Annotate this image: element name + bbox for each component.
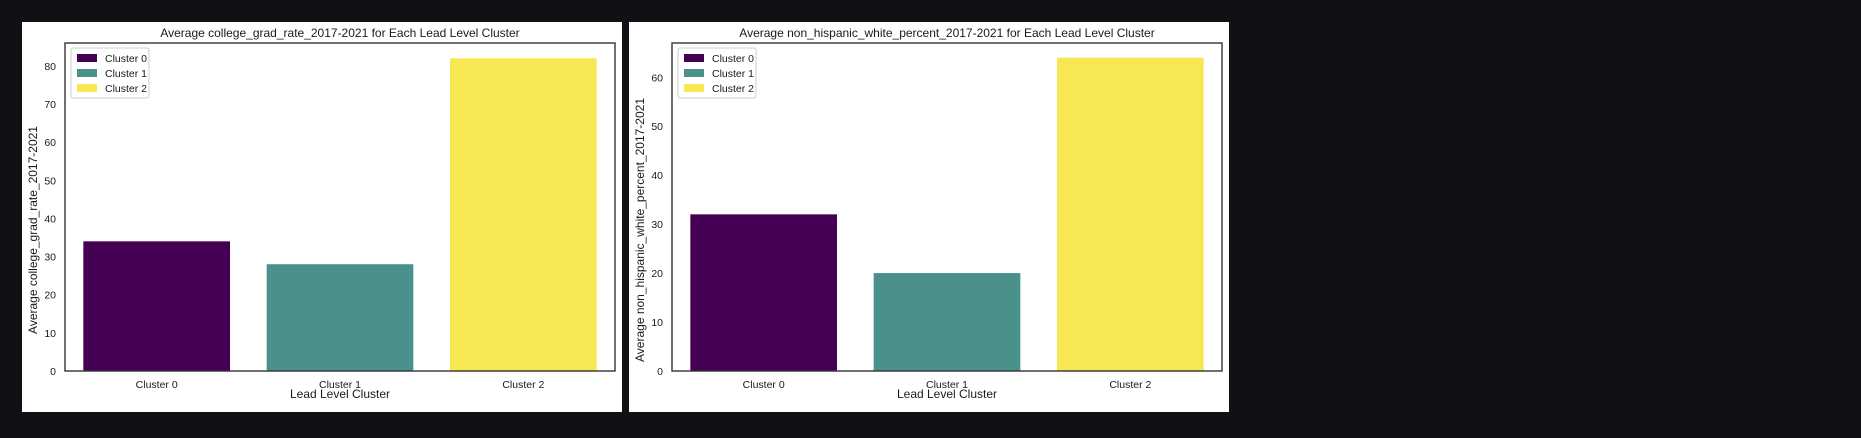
x-tick-label: Cluster 0 bbox=[136, 379, 178, 391]
y-tick-label: 60 bbox=[651, 72, 663, 84]
legend-swatch bbox=[77, 69, 97, 77]
chart-title: Average college_grad_rate_2017-2021 for … bbox=[160, 26, 519, 40]
bar-cluster-1 bbox=[873, 273, 1021, 371]
y-tick-label: 20 bbox=[651, 268, 663, 280]
bar-cluster-1 bbox=[266, 264, 414, 371]
y-tick-label: 60 bbox=[44, 137, 56, 149]
legend-label: Cluster 0 bbox=[712, 53, 754, 65]
legend-swatch bbox=[684, 69, 704, 77]
y-tick-label: 50 bbox=[651, 121, 663, 133]
y-axis-label: Average non_hispanic_white_percent_2017-… bbox=[633, 98, 647, 362]
chart-panel-college-grad-rate: Average college_grad_rate_2017-2021 for … bbox=[22, 22, 622, 412]
y-tick-label: 10 bbox=[651, 317, 663, 329]
legend-swatch bbox=[684, 84, 704, 92]
plot-frame bbox=[671, 42, 1223, 372]
x-tick-label: Cluster 2 bbox=[502, 379, 544, 391]
y-tick-label: 0 bbox=[50, 366, 56, 378]
y-tick-label: 80 bbox=[44, 61, 56, 73]
x-tick-label: Cluster 1 bbox=[319, 379, 361, 391]
legend-label: Cluster 2 bbox=[105, 83, 147, 95]
legend-swatch bbox=[77, 54, 97, 62]
legend: Cluster 0 Cluster 1 Cluster 2 bbox=[70, 47, 150, 99]
x-tick-label: Cluster 2 bbox=[1109, 379, 1151, 391]
y-tick-label: 40 bbox=[651, 170, 663, 182]
chart-title: Average non_hispanic_white_percent_2017-… bbox=[739, 26, 1154, 40]
legend-swatch bbox=[77, 84, 97, 92]
x-tick-label: Cluster 1 bbox=[926, 379, 968, 391]
legend-swatch bbox=[684, 54, 704, 62]
x-axis-label: Lead Level Cluster bbox=[290, 387, 390, 401]
legend: Cluster 0 Cluster 1 Cluster 2 bbox=[677, 47, 757, 99]
chart-non-hispanic-white-percent: Average non_hispanic_white_percent_2017-… bbox=[633, 26, 1223, 401]
y-tick-label: 0 bbox=[657, 366, 663, 378]
y-tick-label: 20 bbox=[44, 290, 56, 302]
y-axis-label: Average college_grad_rate_2017-2021 bbox=[26, 126, 40, 334]
chart-panel-non-hispanic-white-percent: Average non_hispanic_white_percent_2017-… bbox=[629, 22, 1229, 412]
bar-cluster-2 bbox=[450, 58, 597, 372]
legend-label: Cluster 2 bbox=[712, 83, 754, 95]
legend-label: Cluster 0 bbox=[105, 53, 147, 65]
x-tick-label: Cluster 0 bbox=[743, 379, 785, 391]
bar-cluster-2 bbox=[1057, 57, 1204, 372]
legend-label: Cluster 1 bbox=[105, 68, 147, 80]
x-axis-label: Lead Level Cluster bbox=[897, 387, 997, 401]
legend-label: Cluster 1 bbox=[712, 68, 754, 80]
bar-cluster-0 bbox=[690, 214, 837, 371]
plot-frame bbox=[64, 42, 616, 372]
y-tick-label: 30 bbox=[44, 252, 56, 264]
y-tick-label: 50 bbox=[44, 175, 56, 187]
chart-college-grad-rate: Average college_grad_rate_2017-2021 for … bbox=[26, 26, 616, 401]
bar-cluster-0 bbox=[83, 241, 230, 371]
y-tick-label: 70 bbox=[44, 99, 56, 111]
y-tick-label: 30 bbox=[651, 219, 663, 231]
y-tick-label: 40 bbox=[44, 213, 56, 225]
y-tick-label: 10 bbox=[44, 328, 56, 340]
